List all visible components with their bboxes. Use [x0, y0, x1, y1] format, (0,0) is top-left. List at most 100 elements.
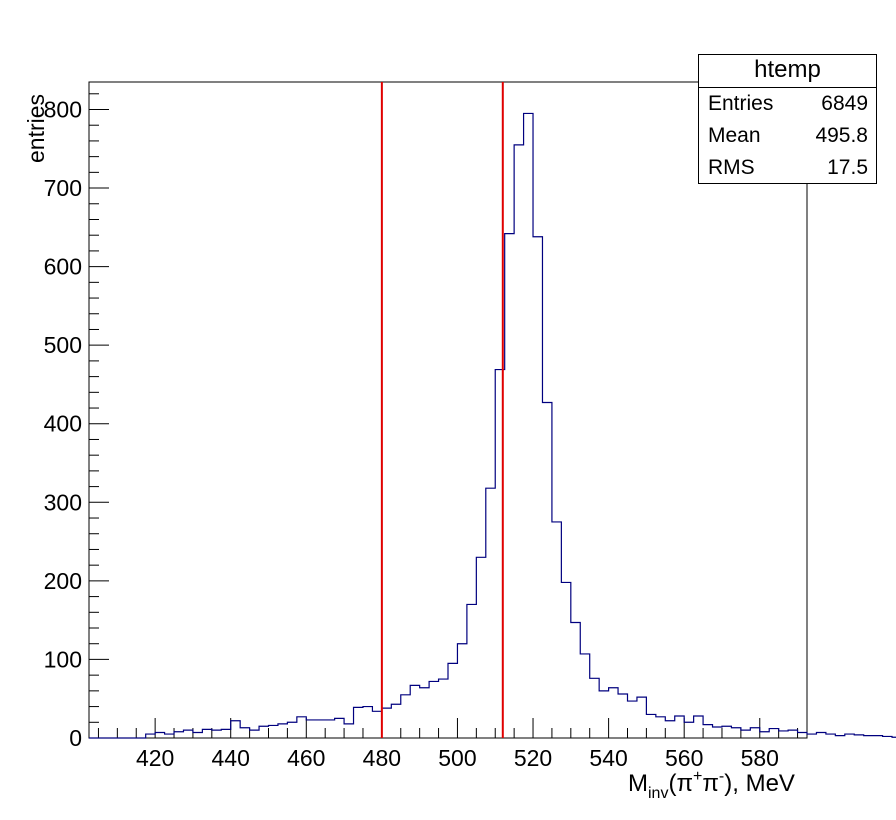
x-tick-label: 420 [136, 745, 174, 771]
x-tick-label: 480 [363, 745, 401, 771]
histogram-bin [429, 681, 438, 738]
histogram-bin [486, 488, 495, 738]
stats-title: htemp [699, 55, 876, 88]
histogram-bin [524, 113, 533, 738]
stats-row-rms: RMS 17.5 [699, 152, 876, 184]
histogram-bin [779, 731, 788, 738]
y-tick-label: 500 [44, 332, 82, 358]
histogram-bin [750, 728, 759, 738]
histogram-bin [231, 721, 240, 738]
histogram-bin [590, 678, 599, 738]
histogram-bin [155, 733, 164, 738]
histogram-bin [372, 711, 381, 738]
plot-frame [88, 81, 808, 739]
x-tick-label: 580 [741, 745, 779, 771]
y-tick-label: 0 [69, 725, 82, 751]
histogram-bin [665, 721, 674, 738]
histogram-bin [269, 725, 278, 738]
y-axis-ticks: 0 100 200 300 400 500 600 700 800 [44, 93, 109, 751]
histogram-bin [420, 688, 429, 738]
histogram-bins [146, 113, 896, 738]
x-tick-label: 500 [438, 745, 476, 771]
histogram-outline [89, 112, 896, 739]
histogram-bin [193, 733, 202, 738]
histogram-bin [656, 717, 665, 738]
x-tick-label: 520 [514, 745, 552, 771]
histogram-bin [325, 720, 334, 738]
histogram-bin [476, 557, 485, 738]
histogram-bin [731, 728, 740, 738]
histogram-bin [344, 724, 353, 738]
stats-value: 17.5 [827, 156, 868, 179]
histogram-bin [174, 732, 183, 738]
histogram-bin [561, 582, 570, 738]
histogram-bin [788, 730, 797, 738]
histogram-bin [609, 688, 618, 738]
y-tick-label: 700 [44, 175, 82, 201]
histogram-bin [316, 720, 325, 738]
x-axis-label: Minv(π+π-), MeV [628, 768, 795, 802]
histogram-bin [694, 716, 703, 738]
histogram-bin [580, 654, 589, 738]
stats-label: RMS [708, 156, 755, 179]
histogram-bin [457, 644, 466, 738]
histogram-bin [278, 724, 287, 738]
histogram-bin [533, 237, 542, 738]
histogram-bin [212, 730, 221, 738]
y-tick-label: 800 [44, 96, 82, 122]
x-tick-label: 560 [665, 745, 703, 771]
histogram-bin [287, 722, 296, 738]
histogram-bin [713, 727, 722, 738]
y-tick-label: 200 [44, 568, 82, 594]
histogram-bin [684, 722, 693, 738]
cut-lines [380, 82, 504, 738]
stats-label: Mean [708, 124, 761, 147]
stats-box: htemp Entries 6849 Mean 495.8 RMS 17.5 [698, 54, 877, 184]
histogram-bin [306, 720, 315, 738]
histogram-bin [221, 729, 230, 738]
histogram-bin [259, 726, 268, 738]
histogram-bin [297, 717, 306, 738]
histogram-bin [769, 729, 778, 738]
histogram-bin [542, 403, 551, 738]
histogram-bin [467, 604, 476, 738]
x-tick-label: 440 [212, 745, 250, 771]
histogram-bin [514, 145, 523, 738]
histogram-bin [401, 695, 410, 738]
histogram-bin [646, 714, 655, 738]
stats-label: Entries [708, 92, 774, 115]
y-axis-label: entries [23, 94, 49, 163]
histogram-bin [250, 730, 259, 738]
histogram-bin [505, 234, 514, 738]
histogram-bin [448, 663, 457, 738]
stats-row-mean: Mean 495.8 [699, 120, 876, 152]
histogram-bin [183, 730, 192, 738]
histogram-bin [382, 708, 391, 738]
histogram-bin [363, 707, 372, 738]
histogram-bin [202, 729, 211, 738]
x-tick-label: 460 [287, 745, 325, 771]
y-tick-label: 300 [44, 489, 82, 515]
histogram-bin [354, 707, 363, 738]
histogram-bin [439, 679, 448, 738]
histogram-bin [391, 704, 400, 738]
histogram-bin [335, 718, 344, 738]
histogram-bin [571, 623, 580, 738]
histogram-bin [628, 701, 637, 738]
histogram-bin [798, 733, 807, 738]
histogram-bin [599, 691, 608, 738]
histogram-bin [741, 730, 750, 738]
x-axis-ticks: 420 440 460 480 500 520 540 560 580 [97, 718, 799, 771]
histogram-bin [618, 694, 627, 738]
histogram-bin [675, 716, 684, 738]
histogram-bin [703, 725, 712, 738]
histogram-bin [240, 728, 249, 738]
histogram-bin [760, 732, 769, 738]
y-tick-label: 100 [44, 646, 82, 672]
y-tick-label: 600 [44, 254, 82, 280]
histogram-bin [552, 522, 561, 738]
stats-value: 495.8 [815, 124, 868, 147]
stats-row-entries: Entries 6849 [699, 88, 876, 120]
histogram-bin [722, 726, 731, 738]
